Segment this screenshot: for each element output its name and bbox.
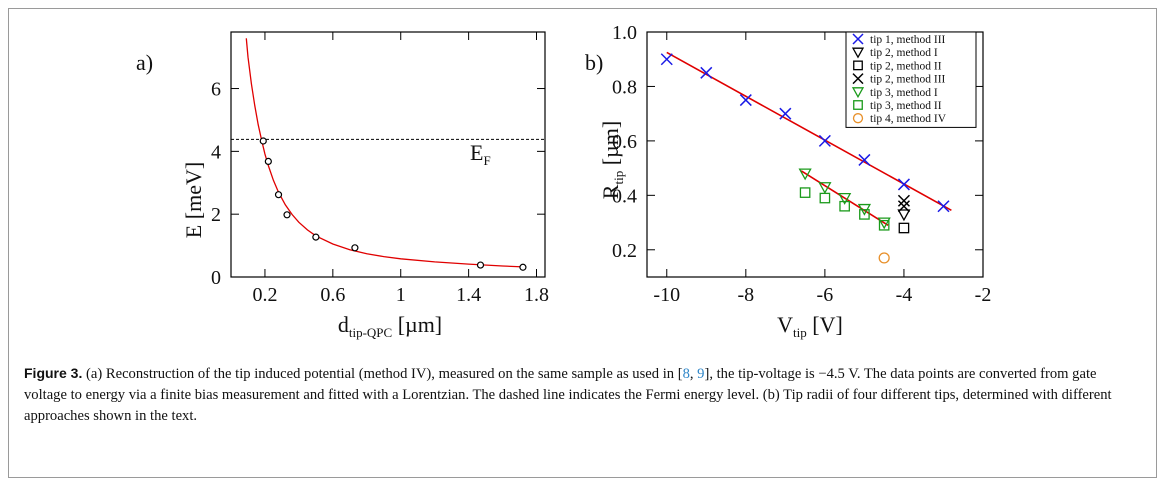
panel-b-data-point [878,252,890,264]
panel-b-data-point [897,178,910,191]
legend-entry: tip 4, method IV [870,113,947,125]
panel-a-data-point [274,191,283,199]
panel-a-data-point [259,137,267,145]
legend-entry: tip 2, method III [870,74,946,86]
panel-a-data-point [519,263,527,271]
legend-marker [853,100,863,110]
reference-link-9[interactable]: 9 [697,366,705,382]
panel-b-data-point [937,200,950,213]
panel-a-x-tick-label: 1 [396,284,406,306]
caption-ref-separator: , [689,366,698,382]
legend-entry: tip 2, method II [870,60,942,72]
panel-b-y-tick-label: 0.2 [612,240,637,262]
fermi-level-label: EF [470,140,491,168]
panel-b-data-point [798,168,812,181]
panel-b-data-point [739,94,752,107]
panel-b-y-tick-label: 0.8 [612,76,637,98]
panel-a-y-tick-label: 6 [211,79,221,101]
panel-a-label: a) [136,50,153,75]
panel-b-y-tick-label: 0.6 [612,131,637,153]
lorentzian-fit-curve [245,38,523,268]
panel-b-data-point [818,134,831,147]
panel-b-x-axis-label: Vtip [V] [777,312,843,340]
panel-b-y-axis-label: Rtip [µm] [598,121,626,199]
panel-a-y-tick-label: 4 [211,141,221,163]
legend-entry: tip 3, method I [870,87,938,99]
panel-b-data-point-stroke [739,94,752,107]
panel-a-data-point [283,211,291,219]
legend-marker-stroke [852,33,864,45]
panel-a-x-tick-label: 0.6 [320,284,345,306]
legend-marker [852,73,864,85]
panel-a-y-axis-label: E [meV] [181,162,206,238]
panel-b-legend-box [845,31,977,128]
reference-link-8[interactable]: 8 [682,366,690,382]
panel-b-data-point [838,193,852,205]
panel-b-data-point [799,187,811,198]
panel-b-data-point [819,192,831,204]
panel-b-x-tick-label: -6 [817,284,834,306]
panel-b-data-point-stroke [818,134,831,147]
panel-a-data-point [476,261,485,269]
figure-graphics: a) E [meV] dtip-QPC [µm] EF 0.2 0.6 1 1.4 1.… [136,22,991,340]
panel-b-x-tick-label: -2 [975,284,992,306]
panel-b-x-tick-label: -4 [896,284,913,306]
panel-b-data-point [660,53,673,66]
panel-b-fit-line [800,170,889,226]
panel-a-x-tick-label: 0.2 [252,284,277,306]
panel-b-data-point-stroke [779,107,792,120]
legend-marker [852,113,864,124]
legend-entry: tip 1, method III [870,34,946,46]
panel-b-x-tick-label: -10 [653,284,680,306]
legend-marker-stroke [852,73,864,85]
panel-b-data-point-stroke [897,194,910,207]
panel-b-label: b) [585,50,603,75]
panel-b-data-point [897,209,911,222]
legend-entry: tip 2, method I [870,47,938,59]
panel-b-data-point [878,219,890,231]
panel-b-y-tick-label: 0.4 [612,185,637,207]
panel-a-x-axis-label: dtip-QPC [µm] [338,312,442,340]
panel-a-axes-box [230,31,546,278]
panel-b-data-point [897,200,910,213]
panel-a-x-tick-label: 1.4 [456,284,481,306]
figure-frame [8,8,1157,478]
panel-a-chart: a) E [meV] dtip-QPC [µm] EF 0.2 0.6 1 1.4 1.… [136,31,549,340]
caption-label: Figure 3. [24,365,83,381]
panel-a-y-tick-label: 2 [211,204,221,226]
panel-b-data-point [897,194,910,207]
panel-b-data-point [877,217,891,230]
panel-b-data-point [839,200,850,212]
panel-b-axes-box [646,31,984,278]
legend-entry: tip 3, method II [870,100,942,112]
panel-b-data-point-stroke [937,200,950,213]
legend-marker [852,33,864,45]
panel-b-data-point-stroke [897,178,910,191]
panel-a-data-point [312,233,320,241]
panel-b-data-point [700,66,713,79]
caption-text-part-2: ], the tip-voltage is −4.5 V. The data p… [24,366,1112,424]
figure-caption: Figure 3. (a) Reconstruction of the tip … [24,363,1139,427]
panel-b-data-point [859,209,870,220]
panel-a-data-point [351,244,359,252]
panel-b-data-point-stroke [700,66,713,79]
panel-b-data-point [858,153,871,166]
legend-marker [853,60,863,71]
panel-b-chart: b) Rtip [µm] Vtip [V] -10 -8 -6 -4 -2 0.2 0.4 0… [585,22,991,340]
panel-a-x-tick-label: 1.8 [524,284,549,306]
panel-b-data-point [898,222,910,234]
panel-a-y-tick-label: 0 [211,267,221,289]
panel-a-data-point [264,157,272,166]
legend-marker [851,87,865,99]
panel-b-data-point-stroke [660,53,673,66]
panel-b-data-point [818,182,832,195]
panel-b-data-point [779,107,792,120]
legend-marker [851,47,865,59]
panel-b-data-point-stroke [858,153,871,166]
caption-text-part-1: (a) Reconstruction of the tip induced po… [82,366,683,382]
panel-b-y-tick-label: 1.0 [612,22,637,44]
panel-b-x-tick-label: -8 [737,284,754,306]
panel-b-data-point-stroke [897,200,910,213]
